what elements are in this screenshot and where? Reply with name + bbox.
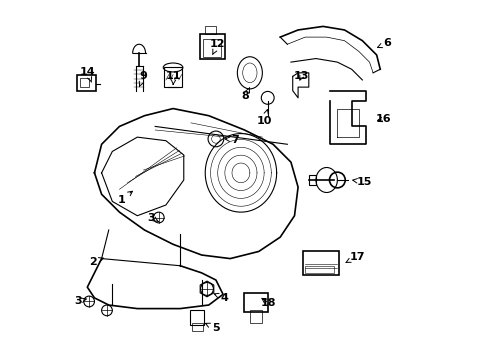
- Bar: [200, 33, 224, 59]
- Bar: [305, 266, 333, 273]
- Text: 8: 8: [241, 88, 249, 101]
- Text: 13: 13: [293, 71, 309, 81]
- Bar: [80, 78, 89, 87]
- Text: 5: 5: [205, 323, 219, 333]
- Bar: [244, 293, 267, 312]
- Bar: [303, 251, 339, 275]
- Text: 10: 10: [256, 109, 271, 126]
- Text: 15: 15: [352, 177, 371, 187]
- Text: 3: 3: [147, 212, 158, 222]
- Bar: [249, 310, 262, 323]
- Text: 1: 1: [117, 191, 132, 204]
- Bar: [77, 75, 96, 91]
- Bar: [192, 323, 203, 331]
- Text: 18: 18: [261, 298, 276, 308]
- Bar: [164, 67, 182, 87]
- Text: 7: 7: [225, 135, 239, 145]
- Text: 11: 11: [166, 71, 181, 85]
- Text: 4: 4: [214, 293, 228, 303]
- Text: 6: 6: [377, 38, 390, 48]
- Text: 16: 16: [375, 114, 391, 124]
- Text: 14: 14: [80, 67, 95, 82]
- Text: 9: 9: [139, 71, 147, 87]
- Bar: [205, 26, 216, 33]
- Text: 3: 3: [75, 296, 86, 306]
- Text: 17: 17: [346, 252, 364, 262]
- Bar: [203, 39, 221, 57]
- Text: 2: 2: [89, 257, 103, 267]
- Text: 12: 12: [209, 39, 225, 55]
- Bar: [190, 310, 204, 325]
- Bar: [308, 175, 315, 185]
